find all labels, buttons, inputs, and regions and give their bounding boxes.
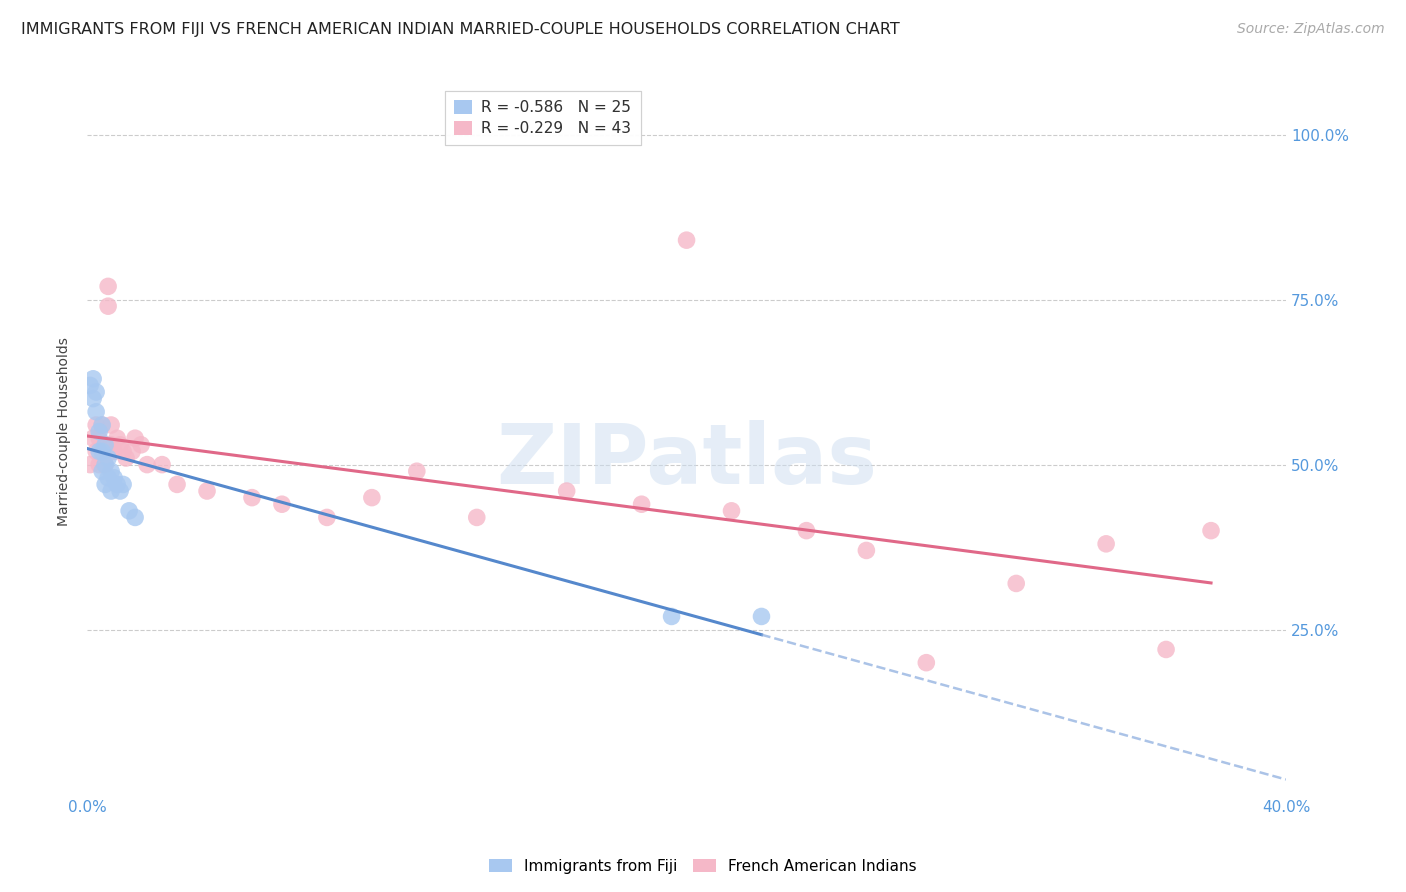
Point <box>91 417 114 432</box>
Point <box>91 464 114 478</box>
Point <box>115 450 138 465</box>
Point <box>1154 642 1177 657</box>
Point <box>94 458 117 472</box>
Point <box>82 431 104 445</box>
Point <box>84 444 107 458</box>
Point <box>91 444 114 458</box>
Point <box>94 438 117 452</box>
Point <box>855 543 877 558</box>
Point <box>360 491 382 505</box>
Point <box>89 458 111 472</box>
Point <box>82 392 104 406</box>
Point <box>675 233 697 247</box>
Point <box>150 458 173 472</box>
Point <box>94 458 117 472</box>
Point <box>89 444 111 458</box>
Point <box>720 504 742 518</box>
Point <box>97 279 120 293</box>
Point <box>661 609 683 624</box>
Point <box>108 438 131 452</box>
Point <box>405 464 427 478</box>
Point <box>555 483 578 498</box>
Point <box>124 431 146 445</box>
Point <box>97 450 120 465</box>
Text: IMMIGRANTS FROM FIJI VS FRENCH AMERICAN INDIAN MARRIED-COUPLE HOUSEHOLDS CORRELA: IMMIGRANTS FROM FIJI VS FRENCH AMERICAN … <box>21 22 900 37</box>
Point <box>1095 537 1118 551</box>
Point <box>465 510 488 524</box>
Point <box>751 609 773 624</box>
Point <box>91 417 114 432</box>
Point <box>79 458 101 472</box>
Point <box>103 471 125 485</box>
Point <box>97 471 120 485</box>
Point <box>82 372 104 386</box>
Point <box>316 510 339 524</box>
Legend: Immigrants from Fiji, French American Indians: Immigrants from Fiji, French American In… <box>484 853 922 880</box>
Point <box>84 417 107 432</box>
Point <box>129 438 152 452</box>
Point <box>240 491 263 505</box>
Point <box>84 405 107 419</box>
Point <box>915 656 938 670</box>
Y-axis label: Married-couple Households: Married-couple Households <box>58 337 72 526</box>
Point <box>79 378 101 392</box>
Point <box>796 524 818 538</box>
Point <box>108 483 131 498</box>
Point <box>94 438 117 452</box>
Point <box>166 477 188 491</box>
Point <box>118 504 141 518</box>
Point <box>121 444 143 458</box>
Text: ZIPatlas: ZIPatlas <box>496 420 877 501</box>
Point <box>103 444 125 458</box>
Legend: R = -0.586   N = 25, R = -0.229   N = 43: R = -0.586 N = 25, R = -0.229 N = 43 <box>444 91 641 145</box>
Point <box>112 444 135 458</box>
Point <box>112 477 135 491</box>
Point <box>97 299 120 313</box>
Point <box>89 425 111 439</box>
Point <box>124 510 146 524</box>
Point <box>105 477 128 491</box>
Point <box>100 417 122 432</box>
Point <box>91 444 114 458</box>
Point <box>100 464 122 478</box>
Point <box>1005 576 1028 591</box>
Point <box>89 431 111 445</box>
Point <box>100 483 122 498</box>
Point <box>100 438 122 452</box>
Point <box>630 497 652 511</box>
Text: Source: ZipAtlas.com: Source: ZipAtlas.com <box>1237 22 1385 37</box>
Point <box>1199 524 1222 538</box>
Point <box>195 483 218 498</box>
Point <box>94 477 117 491</box>
Point <box>136 458 159 472</box>
Point <box>105 431 128 445</box>
Point <box>271 497 294 511</box>
Point <box>84 384 107 399</box>
